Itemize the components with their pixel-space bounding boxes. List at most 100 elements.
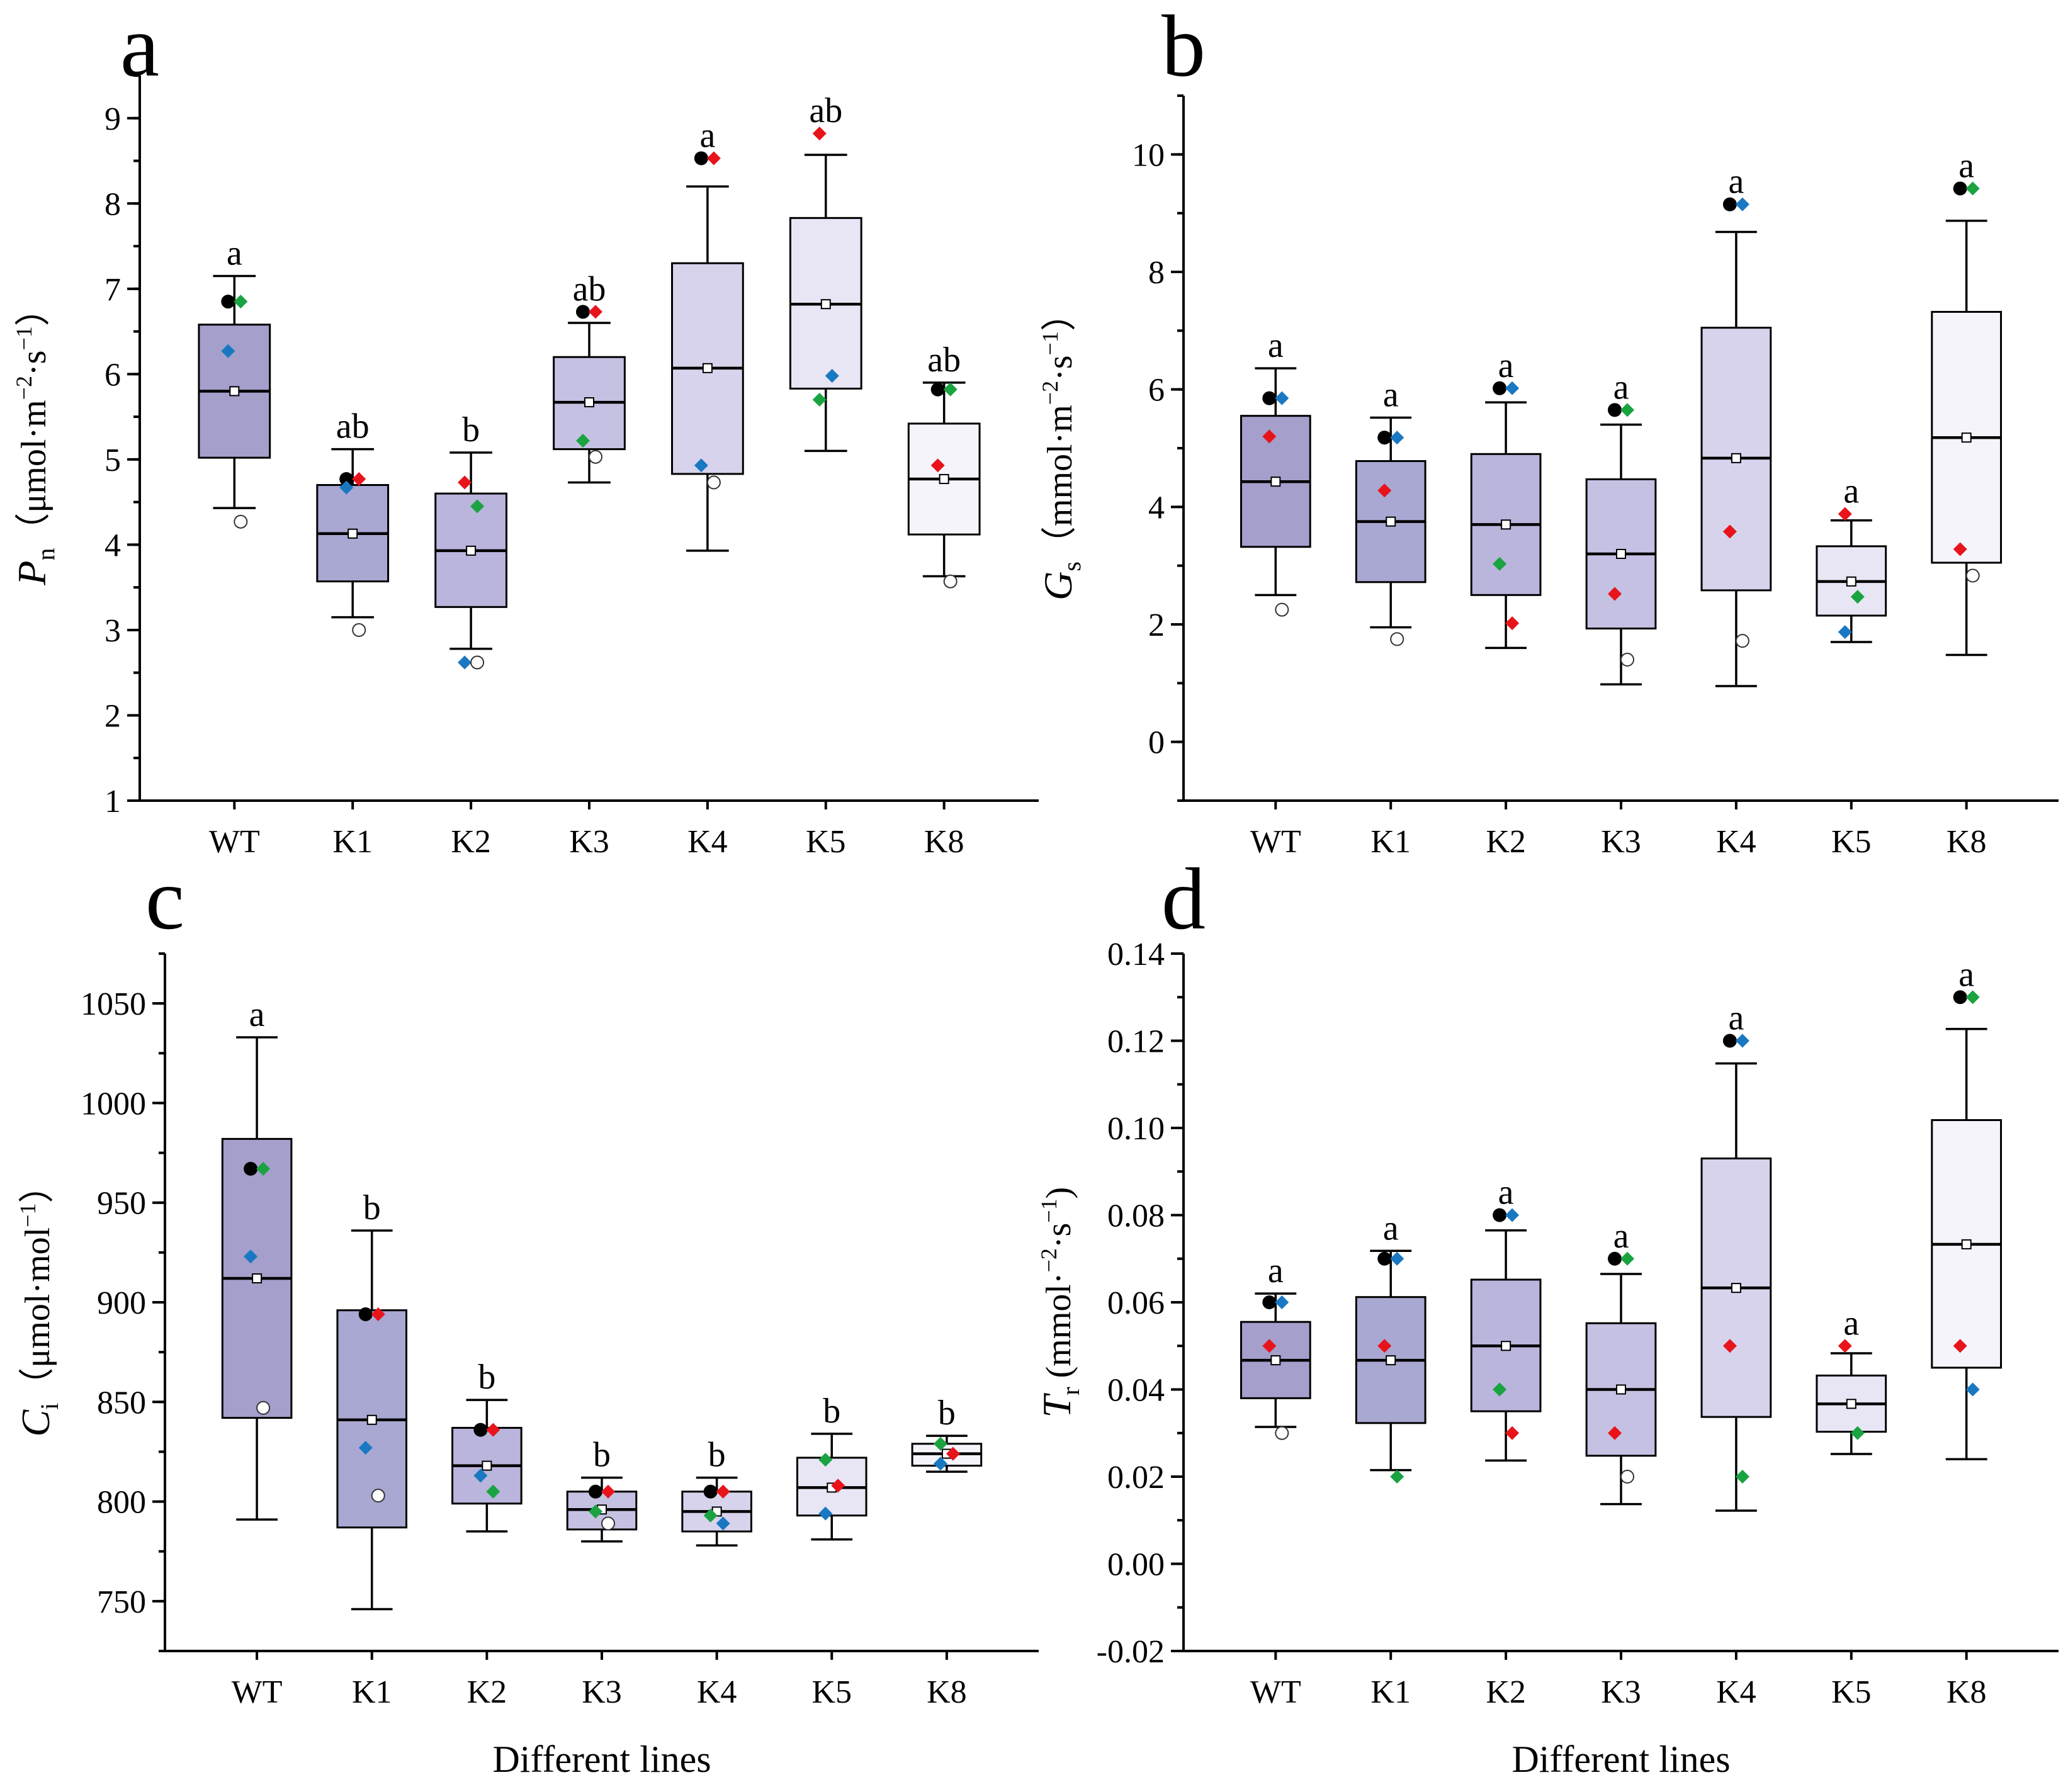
data-point (1735, 197, 1749, 211)
data-point (1953, 542, 1967, 556)
data-point (1505, 1208, 1520, 1222)
panel-a: a 1 2 3 4 5 6 7 8 9 Pn（μmol·m−2·s−1） WT a K1 ab K2 b K3 ab… (9, 0, 1039, 860)
significance-label: a (1728, 162, 1744, 201)
box-K3: K3 a (1585, 368, 1657, 860)
data-point (1275, 1295, 1289, 1309)
data-point (1722, 1034, 1737, 1048)
data-point (1953, 1339, 1967, 1353)
data-point (818, 1506, 833, 1521)
box-WT: WT a (221, 995, 293, 1710)
y-tick-label: 800 (97, 1485, 146, 1521)
y-tick-label: 3 (105, 613, 121, 649)
data-point (234, 514, 248, 529)
box-K5: K5 a (1816, 1304, 1887, 1710)
data-point (339, 472, 354, 487)
mean-marker (252, 1273, 263, 1284)
data-point (943, 382, 958, 397)
mean-marker (1731, 453, 1741, 463)
x-tick-label: K2 (1486, 1674, 1526, 1710)
data-point (1505, 381, 1520, 395)
significance-label: ab (809, 91, 842, 130)
significance-label: b (823, 1392, 840, 1431)
x-tick-label: K1 (1370, 1674, 1411, 1710)
data-point (812, 127, 827, 141)
significance-label: a (227, 234, 242, 273)
significance-label: a (1268, 326, 1284, 365)
significance-label: b (363, 1188, 381, 1227)
mean-marker (229, 386, 240, 397)
y-tick-label: 0.08 (1107, 1198, 1165, 1234)
data-point (1965, 990, 1980, 1005)
data-point (716, 1516, 730, 1531)
data-point (601, 1516, 615, 1531)
y-tick-label: 7 (105, 272, 121, 308)
data-point (244, 1161, 258, 1176)
y-tick-label: 0 (1148, 725, 1165, 761)
y-axis-label: Ci（μmol·mol−1） (13, 1168, 64, 1436)
panel-d: d -0.02 0.00 0.02 0.04 0.06 0.08 0.10 0.12 0.14 Tr… (1034, 850, 2059, 1780)
mean-marker (1616, 549, 1626, 559)
data-point (358, 1307, 373, 1321)
data-point (1275, 1426, 1289, 1440)
significance-label: a (1383, 1209, 1399, 1248)
box-K2: K2 a (1470, 1173, 1542, 1710)
data-point (358, 1441, 373, 1455)
mean-marker (1270, 1355, 1281, 1366)
y-tick-label: 8 (105, 186, 121, 222)
data-point (473, 1468, 488, 1483)
mean-marker (366, 1414, 377, 1425)
y-tick-label: 6 (1148, 373, 1165, 409)
data-point (1838, 625, 1852, 640)
mean-marker (466, 545, 477, 556)
x-tick-label: K4 (1716, 824, 1756, 860)
x-tick-label: K2 (467, 1674, 507, 1710)
data-point (1505, 1426, 1520, 1440)
data-point (933, 1436, 947, 1451)
significance-label: a (1613, 368, 1629, 407)
box-K3: K3 a (1585, 1217, 1657, 1710)
box-K8: K8 a (1931, 146, 2003, 860)
mean-marker (1270, 476, 1281, 487)
box-K3: K3 b (566, 1436, 638, 1710)
x-tick-label: K1 (352, 1674, 392, 1710)
data-point (703, 1508, 718, 1523)
data-point (1953, 990, 1967, 1005)
data-point (1608, 1251, 1622, 1266)
data-point (1722, 1339, 1737, 1353)
significance-label: ab (927, 341, 961, 380)
mean-marker (1501, 519, 1511, 530)
data-point (589, 305, 602, 319)
y-tick-label: 0.10 (1107, 1111, 1165, 1147)
data-point (1735, 634, 1749, 648)
significance-label: b (938, 1394, 956, 1433)
y-tick-label: 4 (105, 527, 121, 563)
data-point (1493, 381, 1507, 395)
mean-marker (1846, 576, 1856, 587)
significance-label: ab (573, 269, 606, 308)
data-point (706, 475, 721, 490)
mean-marker (1961, 432, 1972, 443)
data-point (1965, 568, 1980, 583)
x-tick-label: K4 (687, 824, 728, 860)
box-K4: K4 a (1700, 999, 1772, 1710)
x-tick-label: K5 (1831, 824, 1872, 860)
box-K5: K5 a (1816, 472, 1887, 860)
data-point (1722, 197, 1737, 211)
y-tick-label: 10 (1132, 137, 1165, 173)
x-tick-label: K8 (924, 824, 964, 860)
significance-label: a (1958, 955, 1974, 994)
significance-label: a (1498, 1173, 1514, 1212)
y-tick-label: 900 (97, 1285, 146, 1321)
y-tick-label: 9 (105, 101, 121, 137)
x-tick-label: K5 (1831, 1674, 1872, 1710)
y-tick-label: 2 (1148, 607, 1165, 643)
mean-marker (939, 474, 949, 485)
data-point (825, 369, 839, 383)
data-point (352, 472, 366, 487)
data-point (486, 1423, 500, 1437)
data-point (930, 458, 945, 473)
x-tick-label: K2 (451, 824, 491, 860)
significance-label: b (708, 1436, 726, 1475)
data-point (1965, 181, 1980, 196)
data-point (589, 1504, 602, 1519)
